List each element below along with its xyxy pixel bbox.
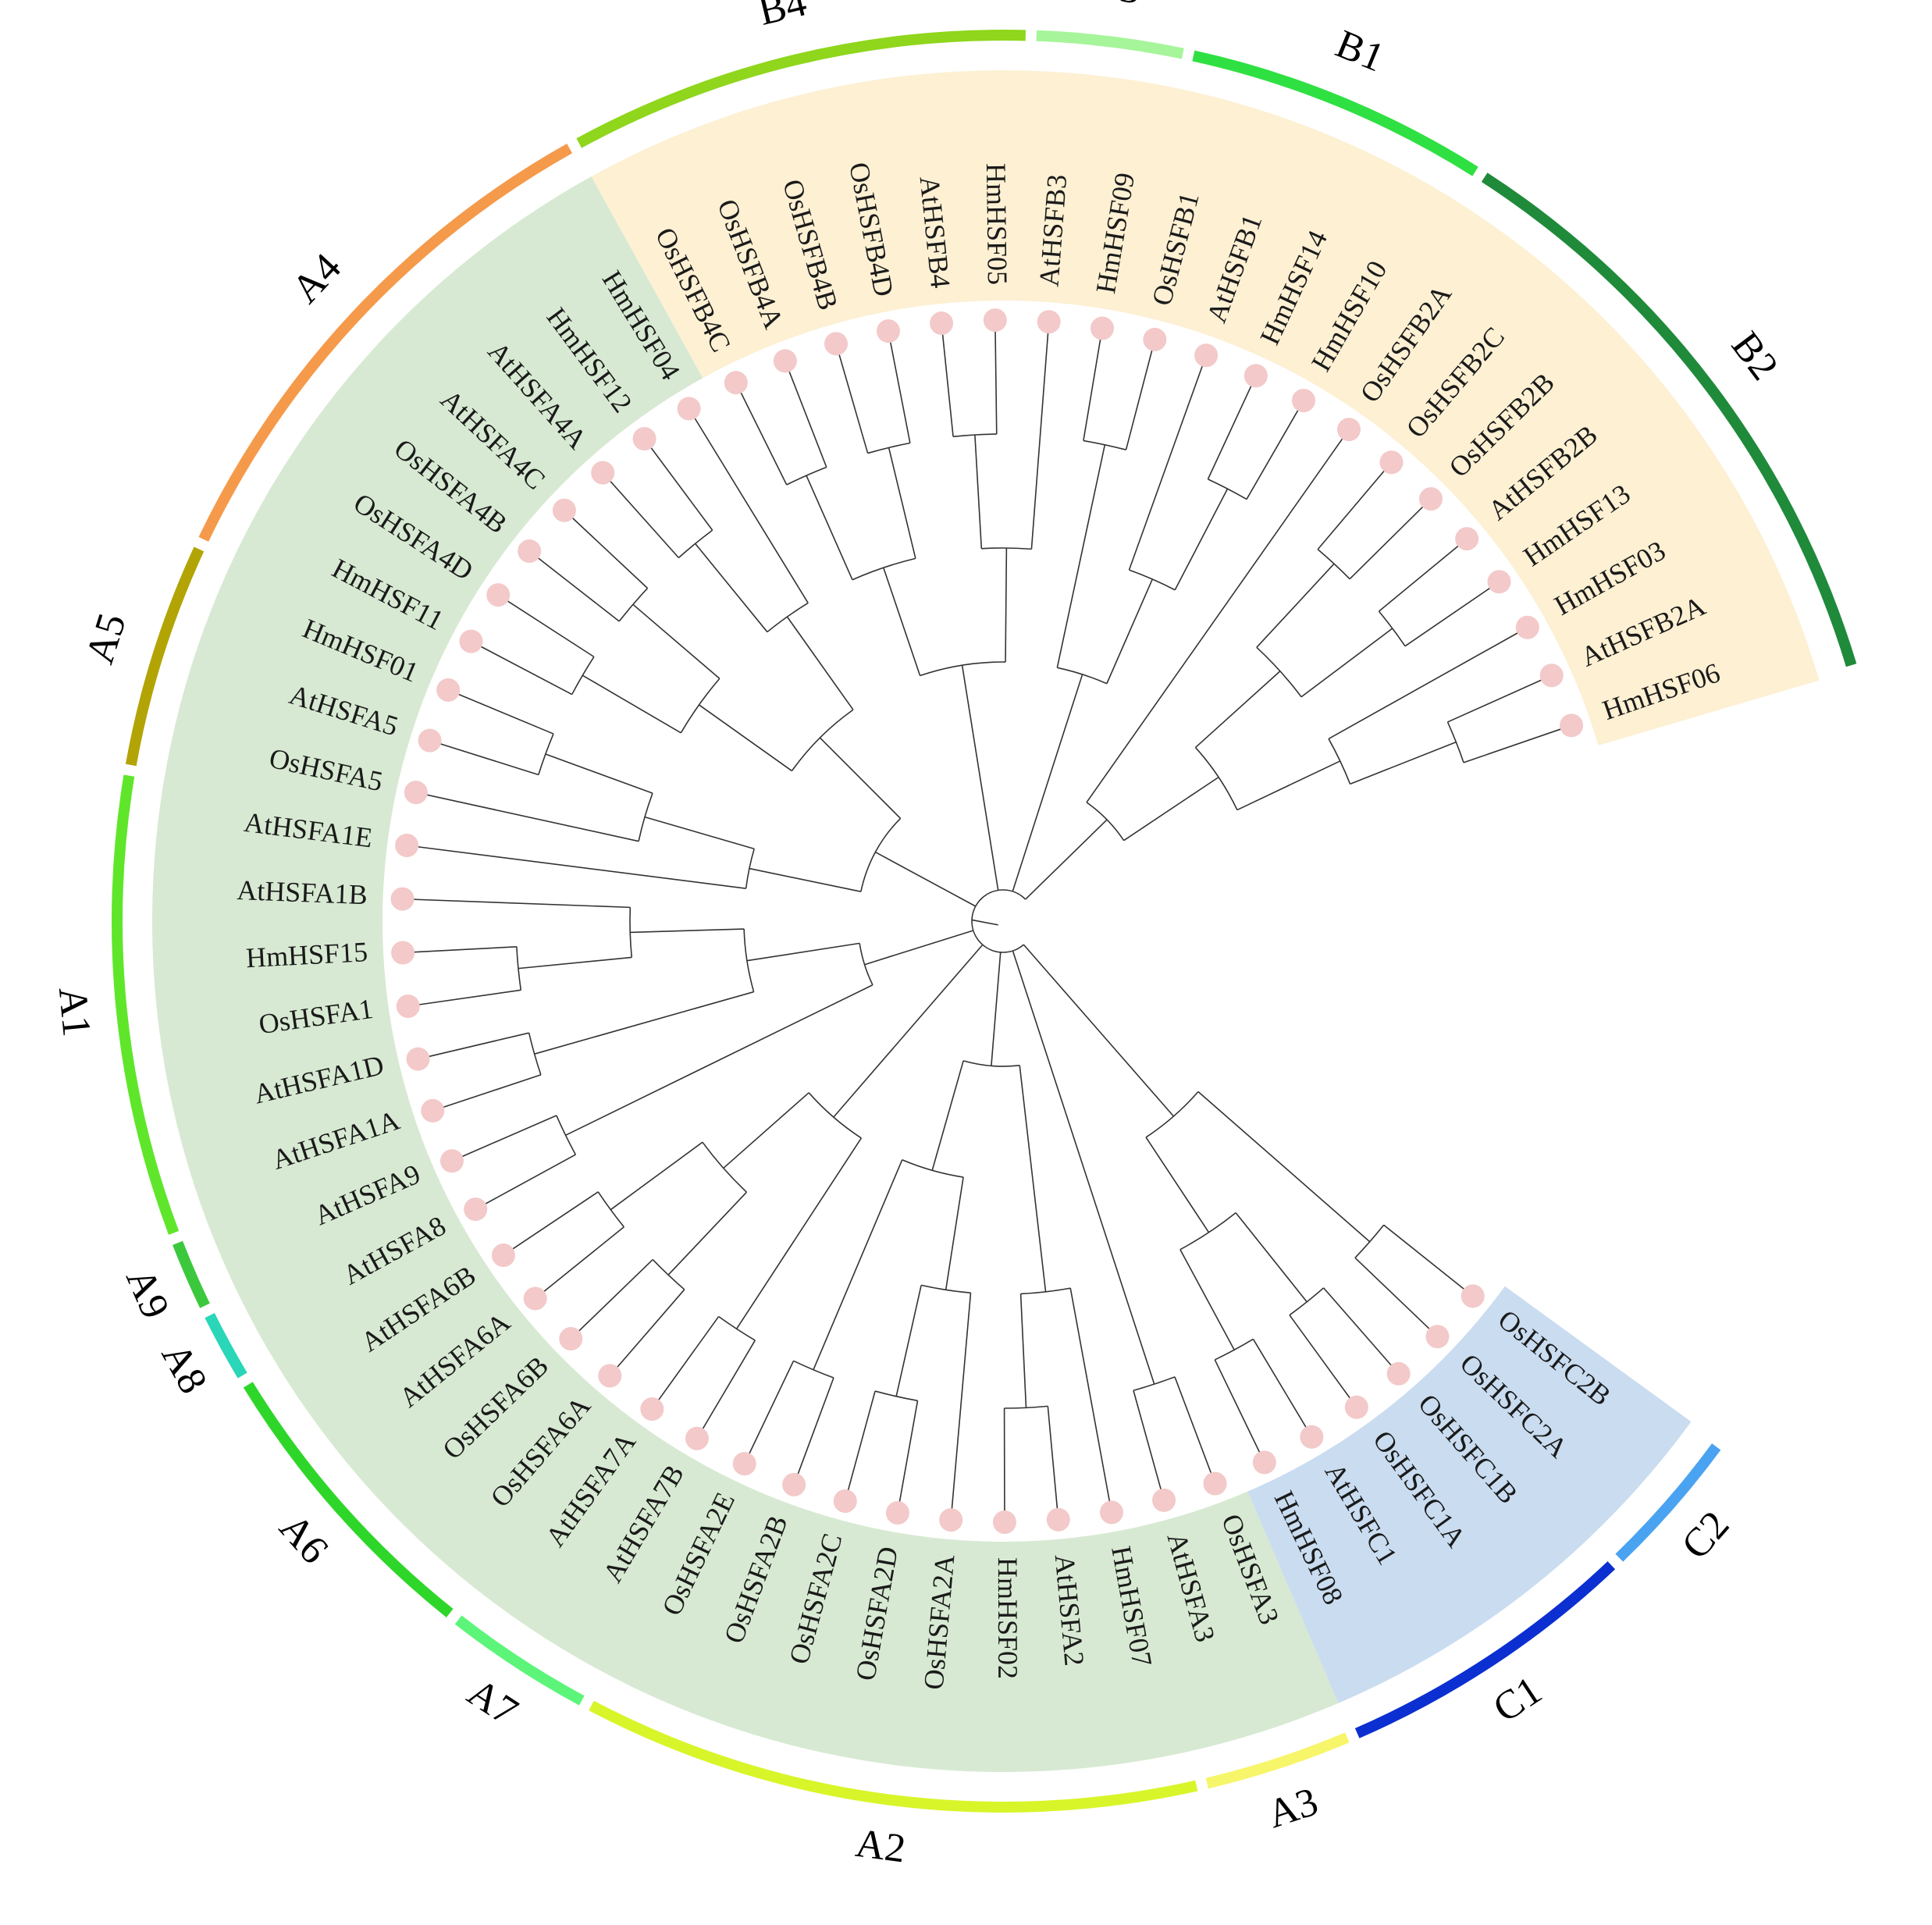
tip-marker [598,1364,622,1388]
group-ring-a6 [243,1382,454,1617]
tip-marker [1425,1325,1450,1349]
group-ring-b1 [1192,50,1478,176]
tip-marker [1487,570,1511,594]
tip-marker [1152,1488,1176,1512]
tip-marker [523,1286,547,1311]
tip-marker [732,1452,756,1476]
tip-marker [559,1327,583,1351]
tip-marker [1344,1395,1368,1419]
group-label-a1: A1 [50,985,99,1039]
tip-marker [464,1197,488,1222]
tip-marker [677,397,701,421]
tip-marker [1099,1500,1123,1525]
tip-marker [1194,343,1219,368]
tip-marker [1291,389,1315,413]
tip-marker [1037,310,1061,334]
tip-marker [632,427,656,451]
tip-marker [406,1047,430,1071]
tip-marker [773,349,797,373]
tip-marker [833,1489,857,1513]
tip-marker [724,371,748,395]
tip-marker [1252,1450,1276,1475]
tip-marker [418,728,442,753]
group-ring-a3 [1205,1732,1350,1789]
group-ring-b4 [576,30,1026,148]
group-label-b4: B4 [754,0,810,34]
group-label-c2: C2 [1674,1503,1738,1567]
branches [402,320,1572,1522]
group-label-a4: A4 [283,245,350,311]
tip-marker [404,781,428,805]
tip-marker [640,1397,664,1422]
tip-marker [459,629,483,653]
tip-marker [391,941,415,965]
clade-a-band [152,176,1339,1772]
group-ring-c1 [1354,1561,1616,1738]
group-label-a2: A2 [853,1821,908,1872]
tip-marker [421,1098,445,1123]
leaf-label-hmhsf15: HmHSF15 [245,936,368,973]
group-label-a3: A3 [1262,1779,1323,1837]
tip-marker [1560,713,1584,738]
tip-marker [1336,418,1361,442]
tip-marker [486,583,511,607]
tip-marker [436,678,461,702]
tip-marker [1244,364,1268,388]
group-label-a5: A5 [77,608,134,669]
tip-marker [1419,487,1443,511]
tip-marker [1455,527,1479,551]
clade-b-band [591,70,1820,746]
group-ring-a1 [111,774,180,1235]
tip-marker [1046,1507,1070,1532]
tip-marker [396,995,420,1019]
group-label-a7: A7 [460,1670,525,1734]
group-ring-a8 [205,1313,247,1379]
group-label-a6: A6 [271,1506,337,1572]
tip-marker [1386,1361,1411,1386]
tip-marker [591,461,615,485]
group-label-a8: A8 [153,1336,215,1400]
group-ring-a7 [454,1615,585,1706]
leaf-label-hmhsf02: HmHSF02 [992,1557,1023,1679]
tip-marker [1461,1284,1485,1308]
tip-marker [885,1501,909,1525]
group-label-b2: B2 [1723,324,1787,389]
group-label-b1: B1 [1329,22,1390,81]
tip-marker [1143,327,1167,351]
tip-marker [1379,450,1404,475]
group-label-b3: B3 [1091,0,1143,12]
tip-marker [983,308,1007,333]
tip-marker [1091,316,1115,340]
tip-marker [1300,1425,1324,1449]
tip-marker [824,332,849,356]
group-label-a9: A9 [117,1261,178,1325]
leaf-label-hmhsf05: HmHSF05 [980,163,1013,286]
tip-marker [1515,615,1539,639]
tip-marker [1203,1471,1227,1496]
tip-marker [1539,664,1564,688]
tip-marker [395,833,419,857]
leaf-label-athsfa1b: AtHSFA1B [237,874,368,910]
tip-marker [491,1243,515,1267]
tip-marker [930,311,954,336]
group-ring-b3 [1036,30,1184,59]
tip-marker [439,1149,464,1173]
tip-marker [552,498,576,522]
group-ring-c2 [1615,1443,1721,1562]
group-label-c1: C1 [1485,1668,1550,1731]
tip-marker [518,539,542,564]
tip-marker [939,1508,963,1532]
group-ring-a9 [173,1240,210,1308]
group-ring-a5 [125,546,205,767]
tip-marker [390,887,415,911]
tip-marker [876,319,900,343]
group-ring-a2 [589,1700,1198,1813]
tip-marker [782,1472,806,1496]
clade-c-band [1247,1286,1692,1703]
tip-marker [992,1510,1016,1534]
tip-marker [685,1426,709,1450]
